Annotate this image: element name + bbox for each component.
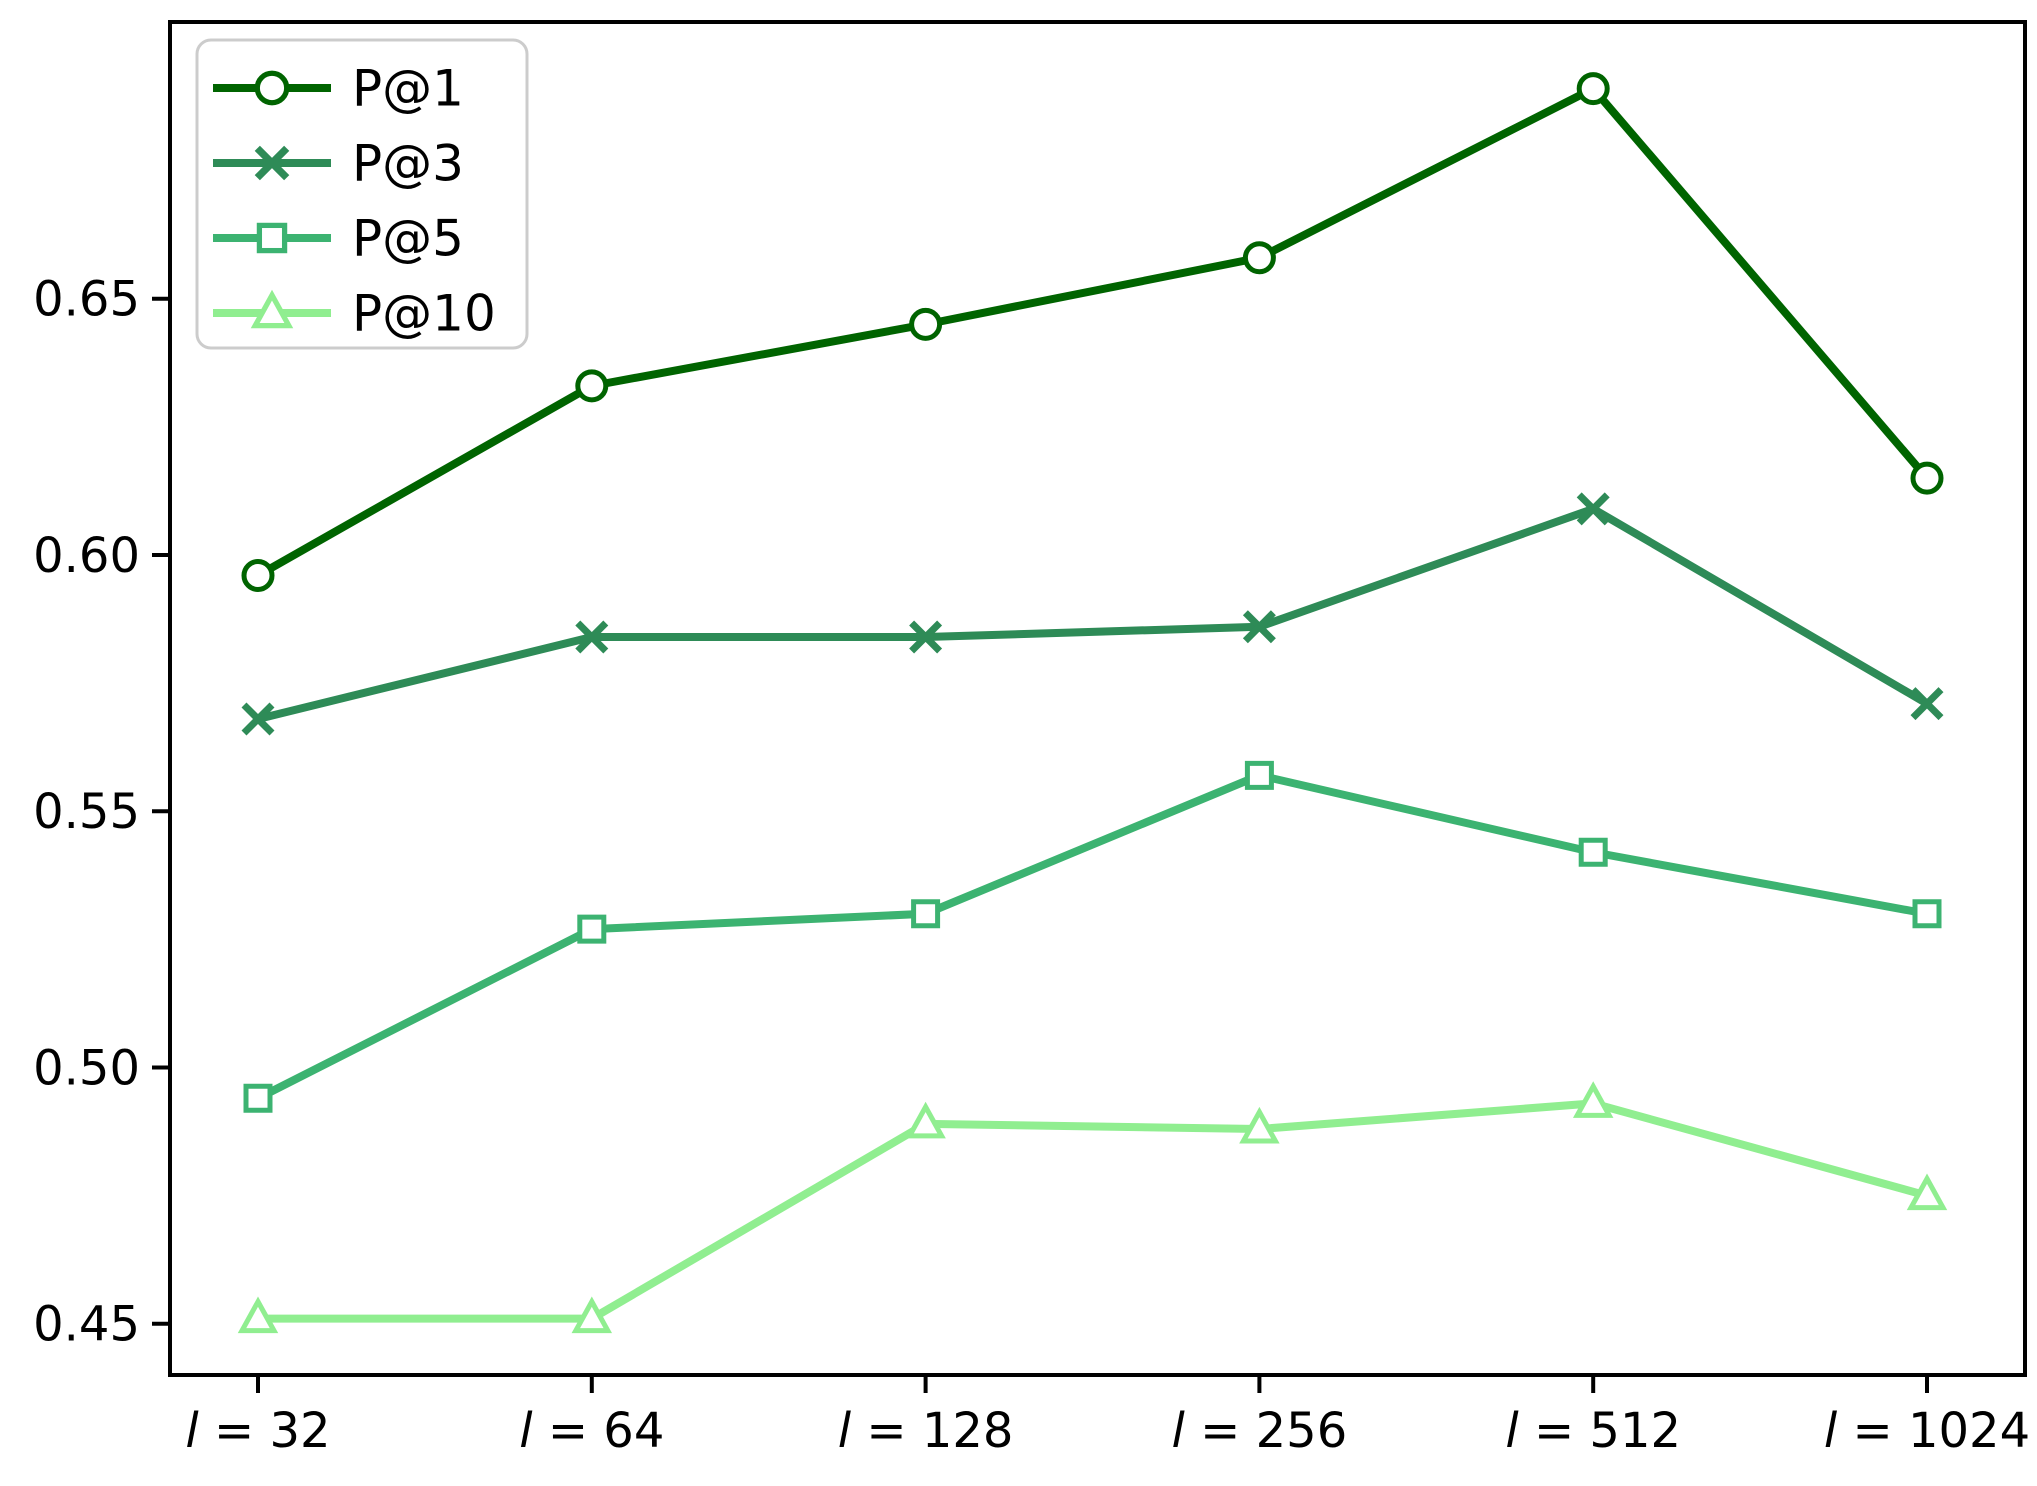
y-tick-label: 0.55 [33,784,140,840]
x-marker [241,702,275,736]
square-marker [256,222,288,254]
legend-item-P@3: P@3 [213,135,464,193]
square-marker [243,1083,273,1113]
x-tick-label: l = 32 [185,1403,330,1459]
x-marker [575,620,609,654]
x-marker [1242,610,1276,644]
legend: P@1 P@3 P@5 P@10 [195,38,529,350]
series-P@10 [237,1081,1948,1334]
legend-item-label: P@5 [352,210,464,268]
x-tick-label: l = 256 [1172,1403,1348,1459]
series-line [257,504,1930,723]
y-tick-label: 0.60 [33,528,140,584]
x-marker [254,145,290,181]
series-P@5 [243,760,1942,1113]
legend-item-P@1: P@1 [213,60,464,118]
triangle-marker [1906,1173,1948,1211]
legend-item-label: P@1 [352,60,464,118]
y-tick-label: 0.50 [33,1040,140,1096]
square-marker [577,914,607,944]
y-tick-label: 0.65 [33,272,140,328]
square-marker [911,899,941,929]
series-line [258,1099,1929,1323]
x-tick-label: l = 512 [1505,1403,1681,1459]
triangle-marker [905,1101,946,1139]
legend-item-label: P@10 [352,285,496,343]
series-line [256,771,1928,1102]
triangle-marker [237,1296,279,1334]
circle-marker [254,70,290,106]
x-marker [909,620,943,654]
x-marker [1576,492,1610,526]
square-marker [1912,899,1942,929]
x-tick-label: l = 64 [519,1403,664,1459]
circle-marker [575,369,609,403]
circle-marker [1910,461,1944,495]
x-tick-label: l = 1024 [1824,1403,2030,1459]
triangle-marker [1572,1081,1614,1118]
triangle-marker [571,1296,613,1334]
square-marker [1578,837,1608,867]
legend-item-label: P@3 [352,135,464,193]
triangle-marker [1239,1106,1280,1144]
series-P@3 [241,492,1944,736]
circle-marker [1576,72,1610,106]
triangle-marker [250,289,294,329]
x-marker [1910,687,1944,721]
legend-item-P@5: P@5 [213,210,464,268]
circle-marker [1242,241,1276,275]
x-tick-label: l = 128 [838,1403,1014,1459]
y-tick-label: 0.45 [33,1297,140,1353]
series-P@1 [241,72,1944,592]
plot-frame [168,20,2027,1377]
legend-item-P@10: P@10 [213,285,496,343]
series-line [256,84,1931,579]
circle-marker [241,559,275,592]
square-marker [1244,760,1274,790]
legend-box [195,38,529,350]
circle-marker [909,307,943,341]
